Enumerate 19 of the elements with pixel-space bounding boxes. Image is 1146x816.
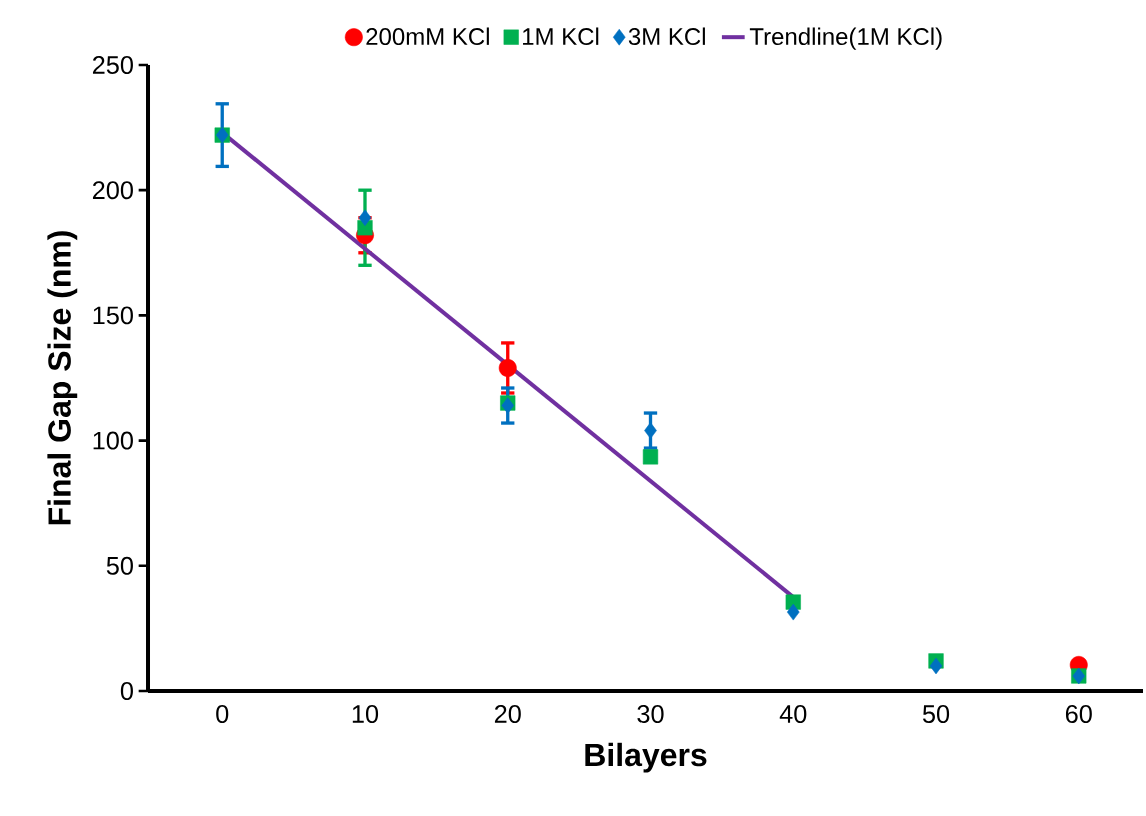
y-tick-label: 50 xyxy=(106,556,133,575)
y-tick-label: 100 xyxy=(93,431,133,450)
x-tick-label: 0 xyxy=(216,705,229,723)
y-tick-label: 200 xyxy=(92,181,133,200)
y-tick-label: 250 xyxy=(92,56,133,74)
x-tick-label: 60 xyxy=(1065,705,1092,723)
x-tick-label: 50 xyxy=(922,705,950,723)
x-tick-label: 40 xyxy=(779,705,807,723)
legend-label: 3M KCl xyxy=(628,27,705,46)
x-tick-label: 20 xyxy=(494,705,521,723)
y-tick-label: 0 xyxy=(120,682,133,700)
legend-label: Trendline(1M KCl) xyxy=(749,27,942,50)
x-axis-title: Bilayers xyxy=(585,742,707,773)
legend-label: 200mM KCl xyxy=(366,27,489,46)
y-tick-label: 150 xyxy=(93,306,133,325)
y-axis-title: Final Gap Size (nm) xyxy=(47,231,78,525)
x-tick-label: 10 xyxy=(352,705,379,723)
legend-label: 1M KCl xyxy=(523,27,599,46)
x-tick-label: 30 xyxy=(637,705,664,723)
